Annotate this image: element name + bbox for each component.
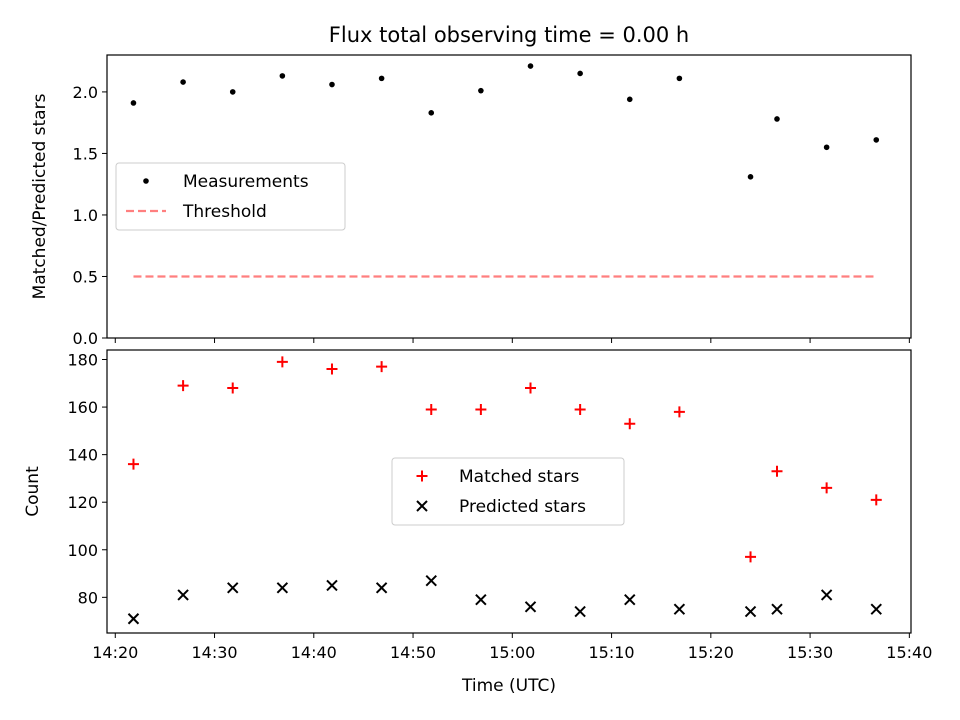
- y-axis-label: Count: [23, 466, 43, 517]
- count-panel: 80 100 120 140 160 180 14:20 14:30 14:40 14:50 15:…: [23, 349, 932, 662]
- legend-label: Measurements: [183, 172, 309, 192]
- x-tick-label: 15:40: [886, 643, 932, 662]
- data-point: [525, 382, 537, 394]
- data-point: [574, 403, 586, 415]
- legend: Matched stars Predicted stars: [391, 457, 625, 526]
- data-point: [673, 406, 685, 418]
- x-tick-label: 15:20: [688, 643, 734, 662]
- data-point: [870, 603, 882, 615]
- data-point: [375, 582, 388, 594]
- y-axis-label: Matched/Predicted stars: [30, 93, 50, 299]
- data-point: [475, 403, 487, 415]
- y-tick-label: 2.0: [73, 83, 98, 102]
- data-point: [376, 361, 388, 373]
- legend: Measurements Threshold: [115, 162, 346, 231]
- y-tick-label: 180: [67, 351, 98, 370]
- legend-label: Predicted stars: [459, 497, 586, 517]
- data-point: [626, 96, 633, 103]
- axes-frame: [106, 54, 912, 339]
- data-point: [624, 593, 636, 606]
- axes-frame: [106, 349, 912, 634]
- x-tick-label: 14:20: [92, 643, 138, 662]
- data-point: [771, 465, 783, 477]
- data-point: [276, 356, 288, 368]
- data-point: [227, 382, 239, 394]
- data-point: [326, 363, 338, 375]
- data-point: [524, 601, 537, 613]
- data-point: [227, 582, 239, 594]
- data-point: [326, 579, 338, 592]
- y-tick-label: 100: [67, 541, 98, 560]
- figure-title: Flux total observing time = 0.00 h: [329, 23, 689, 47]
- data-point: [329, 81, 335, 88]
- y-tick-label: 1.0: [73, 206, 98, 225]
- data-point: [180, 79, 186, 85]
- data-point: [478, 87, 484, 94]
- legend-swatch: [143, 178, 149, 184]
- data-point: [130, 100, 137, 106]
- data-point: [574, 605, 586, 618]
- data-point: [425, 574, 437, 587]
- legend-swatch: [416, 500, 428, 512]
- data-point: [870, 494, 882, 506]
- data-point: [676, 75, 683, 82]
- data-point: [279, 73, 286, 79]
- data-point: [127, 458, 139, 470]
- data-point: [428, 110, 435, 116]
- data-point: [673, 603, 686, 615]
- x-tick-label: 14:30: [191, 643, 237, 662]
- y-tick-label: 80: [78, 588, 98, 607]
- data-point: [425, 403, 437, 415]
- data-point: [624, 418, 636, 430]
- x-tick-label: 15:00: [489, 643, 535, 662]
- data-point: [177, 380, 189, 392]
- x-tick-label: 14:50: [390, 643, 436, 662]
- legend-label: Threshold: [182, 202, 267, 222]
- y-tick-label: 0.0: [73, 329, 98, 348]
- data-point: [820, 589, 833, 601]
- data-point: [229, 89, 236, 95]
- legend-frame: [391, 457, 625, 526]
- data-point: [771, 603, 783, 615]
- legend-swatch: [416, 470, 428, 482]
- legend-label: Matched stars: [459, 467, 579, 487]
- data-point: [747, 174, 754, 180]
- x-tick-label: 15:30: [787, 643, 833, 662]
- data-point: [127, 613, 140, 625]
- ratio-panel: 0.0 0.5 1.0 1.5 2.0 Matched/Predicted stars Me…: [30, 54, 912, 348]
- y-tick-label: 160: [67, 398, 98, 417]
- y-tick-label: 140: [67, 446, 98, 465]
- data-point: [821, 482, 833, 494]
- data-point: [774, 116, 780, 122]
- y-tick-label: 120: [67, 493, 98, 512]
- x-axis-label: Time (UTC): [461, 676, 556, 696]
- x-tick-label: 14:40: [291, 643, 337, 662]
- y-tick-label: 1.5: [73, 144, 98, 163]
- legend-frame: [115, 162, 346, 231]
- data-point: [276, 582, 289, 594]
- data-point: [873, 137, 880, 143]
- data-point: [745, 551, 757, 563]
- data-point: [475, 593, 487, 606]
- data-point: [527, 63, 534, 69]
- data-point: [577, 70, 583, 77]
- y-tick-label: 0.5: [73, 267, 98, 286]
- data-point: [177, 589, 189, 601]
- data-point: [378, 75, 385, 82]
- x-tick-label: 15:10: [589, 643, 635, 662]
- data-point: [744, 605, 757, 618]
- data-point: [823, 144, 830, 151]
